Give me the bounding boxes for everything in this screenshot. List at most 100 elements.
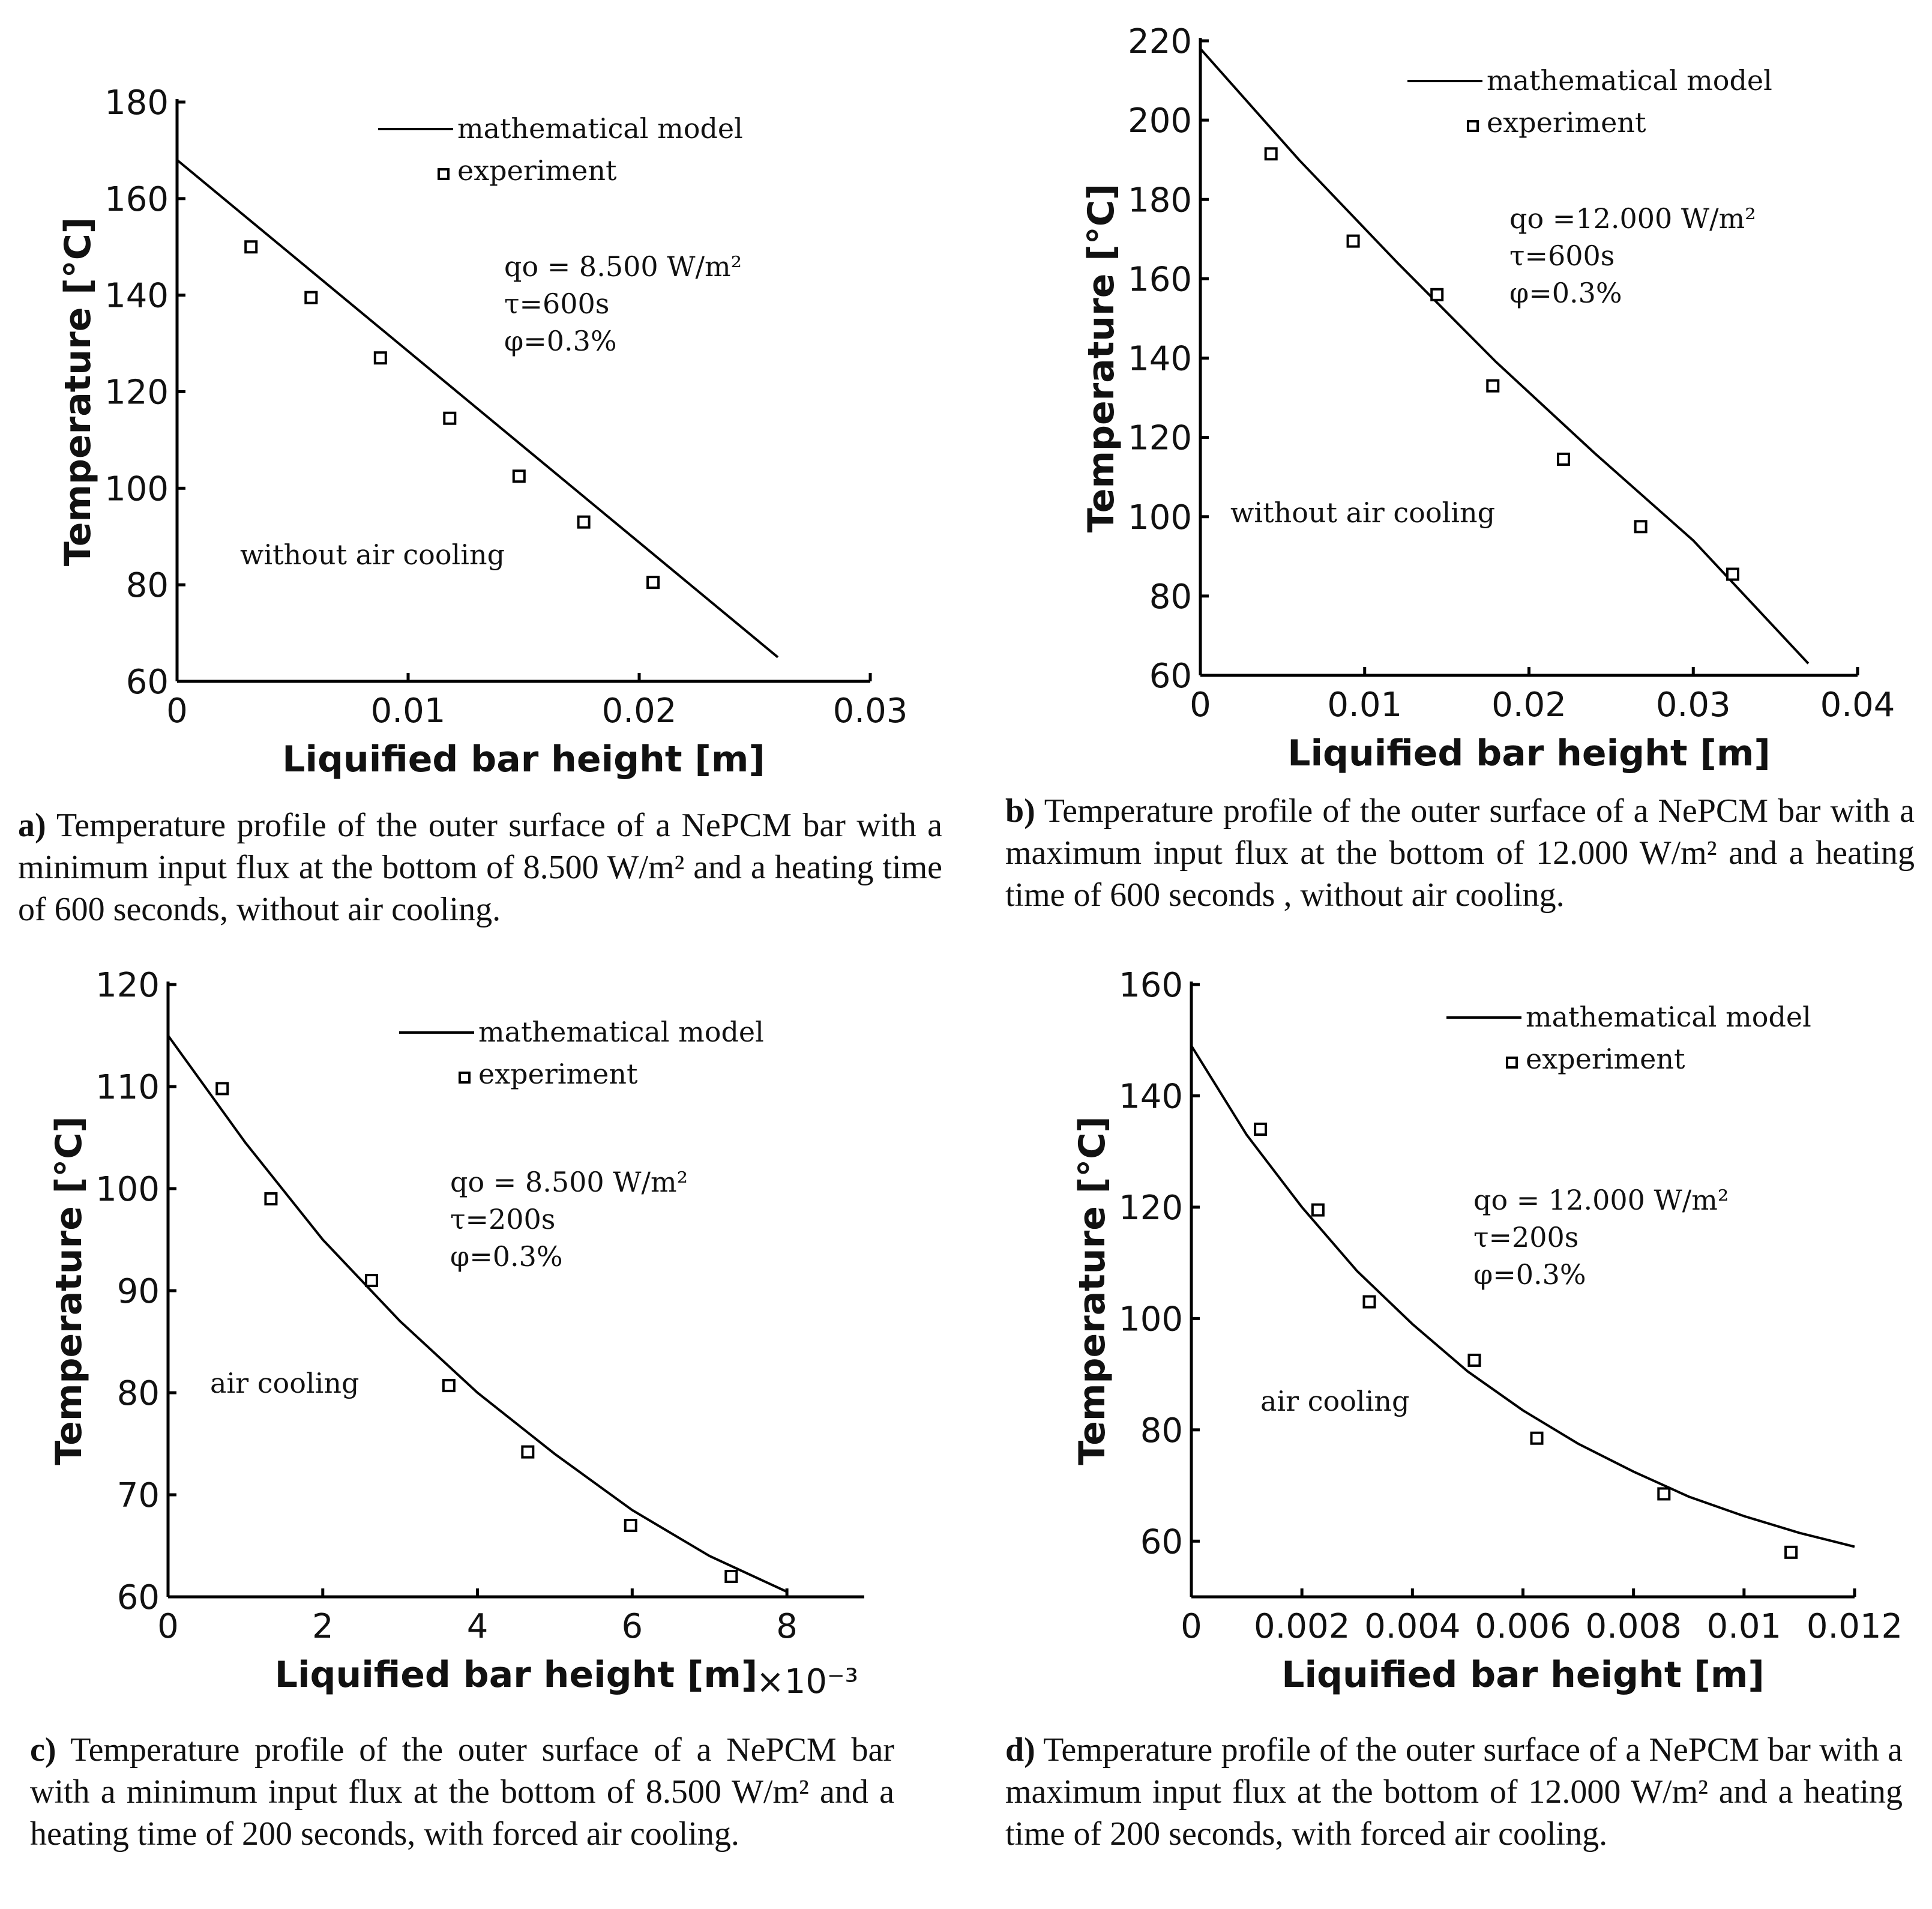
y-tick-label: 140 xyxy=(104,277,169,316)
x-tick-label: 0.006 xyxy=(1475,1607,1571,1646)
x-tick-label: 0 xyxy=(1190,686,1211,725)
caption-label: b) xyxy=(1005,792,1035,830)
y-tick-label: 140 xyxy=(1128,340,1192,379)
y-tick-label: 140 xyxy=(1119,1077,1183,1116)
legend: mathematical model experiment xyxy=(399,1016,764,1090)
experiment-marker xyxy=(1467,1353,1481,1367)
experiment-marker xyxy=(442,1379,456,1393)
caption-d: d) Temperature profile of the outer surf… xyxy=(1005,1729,1903,1855)
experiment-marker xyxy=(521,1445,535,1459)
experiment-marker xyxy=(443,411,457,425)
parameter-annotation: τ=600s xyxy=(1509,240,1615,272)
legend-label-model: mathematical model xyxy=(478,1016,764,1048)
legend-label-experiment: experiment xyxy=(478,1058,638,1090)
y-axis-title: Temperature [°C] xyxy=(48,1116,90,1465)
x-tick-label: 0.02 xyxy=(602,692,677,731)
legend-marker-swatch xyxy=(1467,120,1479,132)
x-axis-title: Liquified bar height [m] xyxy=(282,738,765,780)
cooling-note: without air cooling xyxy=(1230,496,1495,529)
x-tick-label: 0.04 xyxy=(1820,686,1895,725)
legend-label-experiment: experiment xyxy=(1487,106,1646,139)
parameter-annotation: τ=200s xyxy=(1473,1221,1578,1253)
parameter-annotation: qo =12.000 W/m² xyxy=(1509,202,1756,235)
cooling-note: air cooling xyxy=(210,1367,359,1399)
x-tick-label: 0 xyxy=(166,692,188,731)
experiment-marker xyxy=(304,291,318,304)
y-tick-label: 70 xyxy=(117,1476,160,1515)
model-curve xyxy=(176,158,779,659)
parameter-annotation: τ=200s xyxy=(450,1203,555,1235)
y-tick-label: 110 xyxy=(95,1068,160,1107)
chart-c: 60 70 80 90 100 110 120 0 2 4 6 8 Liquified bar heig… xyxy=(48,966,864,1701)
x-tick-label: 0.03 xyxy=(833,692,908,731)
x-tick-label: 0.03 xyxy=(1656,686,1731,725)
experiment-marker xyxy=(1264,147,1278,161)
caption-b: b) Temperature profile of the outer surf… xyxy=(1005,790,1915,916)
y-tick-label: 60 xyxy=(1149,657,1192,696)
y-tick-label: 120 xyxy=(1119,1189,1183,1228)
x-tick-label: 6 xyxy=(622,1607,643,1646)
experiment-marker xyxy=(1530,1431,1544,1445)
cooling-note: without air cooling xyxy=(240,538,505,571)
y-tick-label: 60 xyxy=(1140,1522,1183,1561)
model-curve xyxy=(1199,47,1810,665)
experiment-marker xyxy=(1311,1203,1325,1217)
experiment-marker xyxy=(1346,234,1360,248)
y-axis-title: Temperature [°C] xyxy=(1080,184,1122,532)
legend-marker-swatch xyxy=(438,168,450,180)
caption-label: a) xyxy=(18,807,46,844)
legend: mathematical model experiment xyxy=(1446,1001,1811,1075)
y-axis-title: Temperature [°C] xyxy=(57,217,99,566)
experiment-marker xyxy=(1726,567,1739,581)
x-tick-label: 8 xyxy=(776,1607,798,1646)
cooling-note: air cooling xyxy=(1260,1385,1409,1417)
experiment-marker xyxy=(646,576,660,590)
parameter-annotation: qo = 8.500 W/m² xyxy=(450,1166,688,1198)
y-tick-label: 180 xyxy=(1128,181,1192,220)
experiment-marker xyxy=(1634,520,1648,534)
caption-text: Temperature profile of the outer surface… xyxy=(18,807,942,928)
parameter-annotation: φ=0.3% xyxy=(504,325,617,357)
experiment-marker xyxy=(244,240,258,254)
y-tick-label: 160 xyxy=(1119,966,1183,1005)
y-tick-label: 160 xyxy=(104,180,169,219)
experiment-marker xyxy=(1362,1295,1376,1309)
y-tick-label: 160 xyxy=(1128,260,1192,299)
y-axis-title: Temperature [°C] xyxy=(1071,1116,1113,1465)
x-tick-label: 0.004 xyxy=(1364,1607,1460,1646)
experiment-marker xyxy=(215,1082,229,1096)
y-tick-label: 80 xyxy=(117,1374,160,1413)
caption-text: Temperature profile of the outer surface… xyxy=(1005,1731,1903,1853)
legend-label-model: mathematical model xyxy=(1487,64,1772,97)
x-tick-label: 0.01 xyxy=(1327,686,1402,725)
y-tick-label: 100 xyxy=(1119,1300,1183,1339)
legend-label-model: mathematical model xyxy=(1526,1001,1811,1033)
model-curve xyxy=(167,1034,787,1593)
caption-a: a) Temperature profile of the outer surf… xyxy=(18,804,942,930)
x-tick-label: 2 xyxy=(312,1607,334,1646)
x-axis-title: Liquified bar height [m] xyxy=(1287,732,1771,774)
experiment-marker xyxy=(1430,288,1444,301)
experiment-marker xyxy=(624,1519,637,1532)
parameter-annotation: qo = 8.500 W/m² xyxy=(504,250,742,283)
y-tick-label: 120 xyxy=(104,373,169,412)
x-tick-label: 0.02 xyxy=(1491,686,1566,725)
y-tick-label: 100 xyxy=(104,469,169,508)
x-tick-label: 4 xyxy=(467,1607,489,1646)
y-tick-label: 80 xyxy=(126,566,169,605)
legend: mathematical model experiment xyxy=(1407,64,1772,139)
x-exponent-label: ×10⁻³ xyxy=(756,1662,858,1701)
chart-b: 60 80 100 120 140 160 180 200 220 0 0.01 0.02 0.03 0.… xyxy=(1080,22,1895,774)
experiment-marker xyxy=(373,351,387,365)
x-axis-title: Liquified bar height [m] xyxy=(275,1654,758,1696)
experiment-marker xyxy=(577,515,591,529)
x-tick-label: 0.012 xyxy=(1807,1607,1903,1646)
y-tick-label: 80 xyxy=(1149,578,1192,617)
parameter-annotation: qo = 12.000 W/m² xyxy=(1473,1184,1729,1216)
legend-label-experiment: experiment xyxy=(457,154,617,187)
caption-text: Temperature profile of the outer surface… xyxy=(30,1731,894,1853)
y-tick-label: 80 xyxy=(1140,1411,1183,1450)
parameter-annotation: φ=0.3% xyxy=(1473,1258,1586,1291)
legend-marker-swatch xyxy=(459,1072,471,1084)
